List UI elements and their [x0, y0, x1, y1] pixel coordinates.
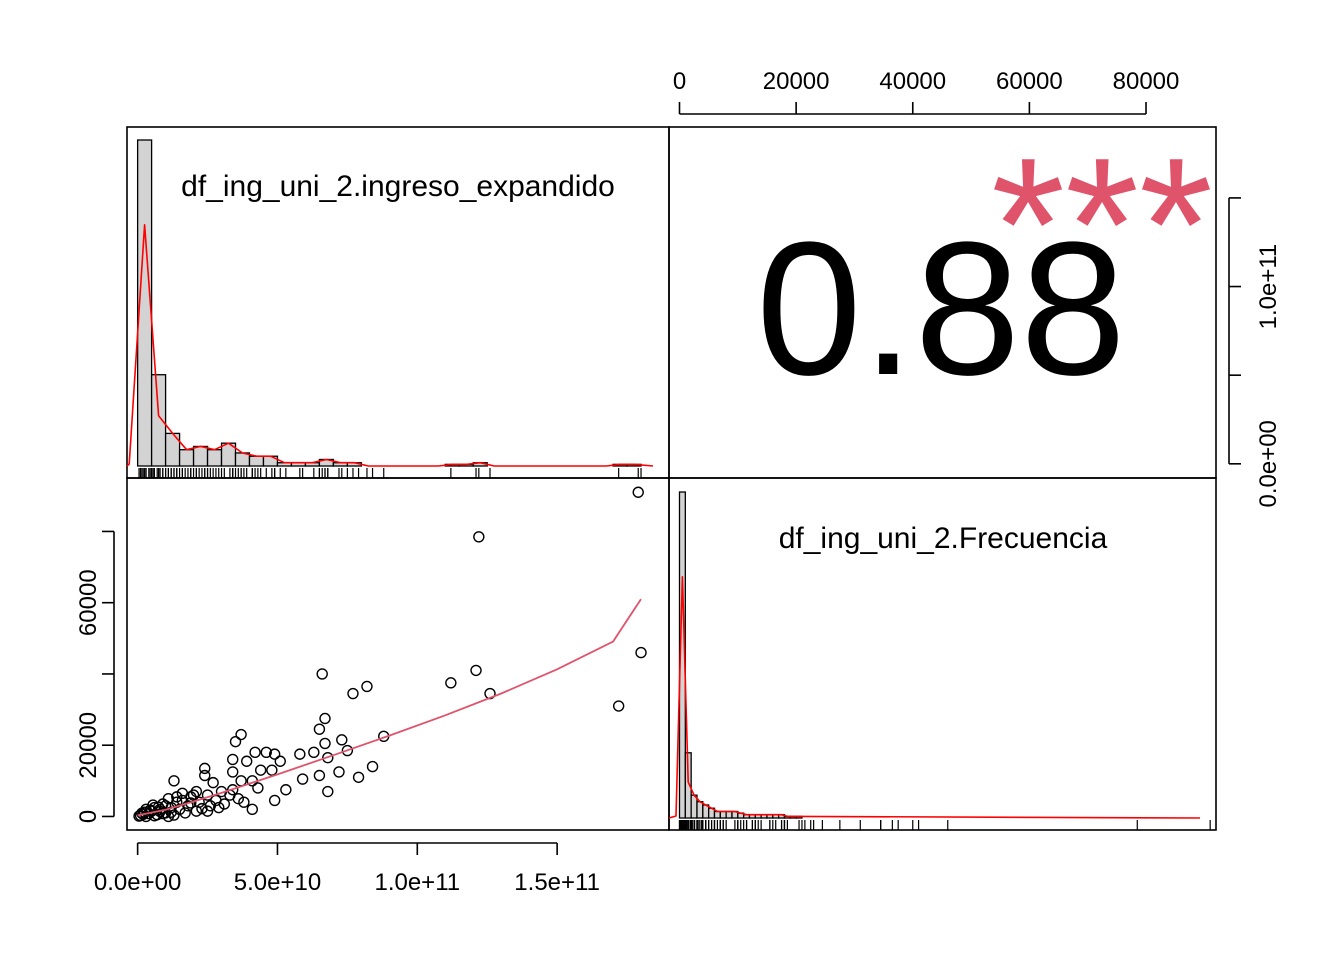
ingreso-density-curve [126, 224, 654, 467]
scatter-point [341, 744, 354, 757]
scatter-point [266, 764, 278, 776]
scatter-point [232, 792, 245, 805]
scatter-point [473, 531, 485, 543]
y-axis-left-tick-label: 20000 [75, 712, 102, 779]
scatter-point [240, 755, 253, 767]
x-axis-bottom-tick-label: 5.0e+10 [234, 869, 321, 896]
diagonal-label-frecuencia: df_ing_uni_2.Frecuencia [779, 522, 1108, 555]
x-axis-top-tick-label: 20000 [763, 68, 830, 95]
scatter-fit-line [137, 598, 642, 817]
scatter-point [313, 769, 326, 782]
frecuencia-histogram-bar [719, 810, 727, 819]
scatter-point [168, 809, 180, 821]
scatter-point [366, 760, 379, 773]
scatter-point [445, 677, 457, 689]
ingreso-histogram-bar [192, 445, 209, 467]
scatter-point [235, 728, 247, 741]
scatter-point [252, 782, 264, 794]
scatter-point [322, 751, 334, 764]
scatter-point [168, 775, 180, 787]
scatter-point [218, 798, 231, 810]
scatter-point [296, 773, 309, 785]
axes-layer: 0.0e+00 5.0e+10 1.0e+11 1.5e+11 0 20000 40000 6… [75, 68, 1282, 896]
scatter-point [254, 764, 267, 776]
ingreso-histogram-bar [178, 449, 195, 467]
x-axis-top-tick-label: 60000 [996, 68, 1063, 95]
scatter-point [313, 723, 326, 735]
y-axis-left-tick-label: 0 [75, 810, 102, 823]
scatter-point [171, 791, 183, 803]
scatter-point [246, 803, 258, 816]
scatter-point [238, 796, 250, 808]
x-axis-top-tick-label: 0 [673, 68, 686, 95]
ingreso-histogram-bar [206, 449, 223, 467]
correlation-significance-stars: *** [991, 119, 1213, 331]
scatter-point [179, 807, 191, 819]
ingreso-histogram-bar [150, 374, 167, 467]
scatter-point [159, 800, 172, 812]
marks-layer [126, 139, 1211, 830]
frecuencia-histogram-bar [725, 810, 733, 819]
scatter-point [319, 712, 331, 725]
scatter-point [190, 805, 203, 817]
scatter-point [316, 668, 328, 680]
y-axis-right-tick-label: 0.0e+00 [1255, 420, 1282, 507]
x-axis-bottom-tick-label: 0.0e+00 [94, 869, 181, 896]
x-axis-top-tick-label: 40000 [879, 68, 946, 95]
scatter-point [260, 746, 272, 759]
ingreso-histogram-bar [136, 139, 153, 467]
frecuencia-density-curve [668, 576, 1201, 819]
panel-layer [126, 126, 1217, 831]
scatter-point [227, 784, 239, 796]
scatter-point [162, 810, 175, 823]
scatter-point [268, 794, 281, 807]
scatter-point [280, 784, 292, 796]
scatter-point [199, 769, 211, 782]
scatter-point [227, 766, 239, 778]
correlation-value: 0.88 [756, 203, 1126, 415]
scatter-point [336, 734, 348, 746]
y-axis-right-tick-label: 1.0e+11 [1255, 244, 1282, 330]
scatter-point [347, 687, 359, 700]
scatter-point [294, 748, 306, 760]
scatter-point [274, 755, 286, 767]
scatter-point [308, 746, 320, 759]
scatter-point [635, 646, 647, 659]
scatter-point [268, 748, 281, 760]
scatter-point [322, 785, 334, 798]
scatter-point [199, 762, 211, 775]
frecuencia-histogram-bar [696, 801, 704, 819]
scatter-point [333, 766, 345, 778]
panel-frame-br [668, 477, 1217, 831]
scatter-point [470, 664, 482, 677]
scatter-point [152, 801, 165, 813]
x-axis-bottom-tick-label: 1.5e+11 [514, 869, 600, 896]
scatter-point [361, 680, 373, 693]
diagonal-label-ingreso: df_ing_uni_2.ingreso_expandido [181, 170, 615, 203]
scatter-point [612, 700, 625, 712]
scatter-point [352, 771, 365, 783]
y-axis-left-tick-label: 60000 [75, 569, 102, 636]
scatter-point [147, 799, 159, 811]
scatter-point [207, 776, 219, 789]
scatter-point [229, 735, 242, 748]
ingreso-histogram-bar [248, 455, 265, 467]
scatter-point [632, 486, 644, 498]
scatter-point [201, 805, 214, 817]
x-axis-bottom-tick-label: 1.0e+11 [374, 869, 460, 896]
scatter-point [196, 802, 208, 815]
x-axis-top-tick-label: 80000 [1113, 68, 1180, 95]
scatter-point [319, 737, 331, 750]
frecuencia-histogram-bar [684, 752, 692, 819]
scatter-point [213, 801, 225, 814]
frecuencia-histogram-bar [713, 810, 721, 819]
scatter-point [249, 746, 261, 759]
scatter-point [187, 789, 200, 801]
scatter-point [227, 753, 239, 766]
